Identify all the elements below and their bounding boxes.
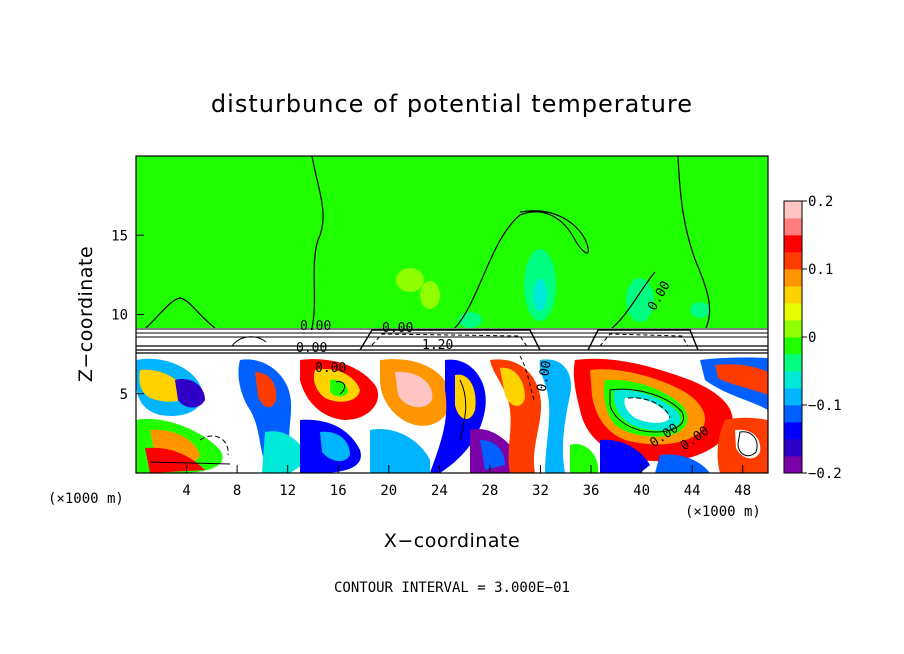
- contour-label: 1.20: [422, 338, 453, 353]
- chart-title: disturbunce of potential temperature: [211, 90, 693, 118]
- contour-line: [231, 336, 267, 347]
- x-tick-label: 40: [633, 483, 650, 499]
- colorbar-swatch: [784, 201, 802, 219]
- contour-label: 0.00: [300, 319, 331, 334]
- y-tick-label: 15: [111, 228, 128, 244]
- colorbar: [783, 200, 803, 474]
- colorbar-swatch: [784, 269, 802, 287]
- colorbar-swatch: [784, 371, 802, 389]
- contour-interval-note: CONTOUR INTERVAL = 3.000E−01: [334, 580, 570, 596]
- x-tick-label: 44: [684, 483, 701, 499]
- colorbar-swatch: [784, 337, 802, 355]
- y-ticks: 5 10 15: [111, 228, 144, 403]
- colorbar-swatch: [784, 303, 802, 321]
- colorbar-swatch: [784, 218, 802, 236]
- colorbar-swatch: [784, 354, 802, 372]
- colorbar-swatch: [784, 405, 802, 423]
- lower-contours: [149, 355, 758, 465]
- colorbar-ticks: 0.2 0.1 0 −0.1 −0.2: [802, 194, 842, 482]
- colorbar-swatch: [784, 286, 802, 304]
- contour-line: [677, 156, 711, 329]
- x-tick-label: 32: [532, 483, 549, 499]
- colorbar-swatch: [784, 235, 802, 253]
- contour-line: [587, 329, 699, 351]
- contour-line: [454, 210, 589, 329]
- x-tick-label: 28: [481, 483, 498, 499]
- x-tick-label: 12: [279, 483, 296, 499]
- x-tick-label: 24: [431, 483, 448, 499]
- x-tick-label: 4: [182, 483, 190, 499]
- colorbar-swatch: [784, 439, 802, 457]
- x-axis-label: X−coordinate: [384, 530, 520, 552]
- colorbar-swatch: [784, 320, 802, 338]
- cool-patch: [533, 279, 547, 311]
- cool-patch: [626, 278, 654, 322]
- colorbar-swatch: [784, 422, 802, 440]
- contour-label: 0.00: [535, 359, 555, 392]
- x-tick-label: 8: [233, 483, 241, 499]
- colorbar-tick-label: 0.1: [808, 262, 833, 278]
- y-axis-label: Z−coordinate: [75, 246, 97, 382]
- contour-line: [311, 156, 324, 329]
- contour-label: 0.00: [315, 361, 346, 376]
- colorbar-swatch: [784, 456, 802, 474]
- colorbar-swatch: [784, 388, 802, 406]
- contour-line: [599, 333, 689, 347]
- plot-area: 0.00 0.00 0.00 0.00 0.00 1.20 0.00 0.00 …: [136, 156, 768, 473]
- warm-patch: [420, 281, 440, 309]
- x-tick-label: 48: [734, 483, 751, 499]
- contour-label: 0.00: [296, 341, 327, 356]
- colorbar-tick-label: −0.2: [808, 466, 842, 482]
- x-tick-label: 36: [583, 483, 600, 499]
- contour-line: [145, 297, 216, 329]
- colorbar-tick-label: 0: [808, 330, 816, 346]
- upper-field: [136, 156, 768, 356]
- contour-line: [359, 329, 541, 351]
- colorbar-swatch: [784, 252, 802, 270]
- x-unit-left: (×1000 m): [48, 491, 124, 507]
- contour-label: 0.00: [382, 321, 413, 336]
- colorbar-tick-label: −0.1: [808, 398, 842, 414]
- contour-line: [371, 333, 529, 349]
- contour-line: [611, 271, 656, 329]
- x-tick-label: 16: [330, 483, 347, 499]
- x-unit-right: (×1000 m): [685, 504, 761, 520]
- warm-patch: [396, 268, 424, 292]
- colorbar-tick-label: 0.2: [808, 194, 833, 210]
- cool-patch: [690, 302, 710, 318]
- x-ticks: 4 8 12 16 20 24 28 32 36 40 44 48: [182, 465, 751, 499]
- y-tick-label: 5: [120, 387, 128, 403]
- x-tick-label: 20: [380, 483, 397, 499]
- turbulent-blobs: [136, 357, 768, 473]
- y-tick-label: 10: [111, 308, 128, 324]
